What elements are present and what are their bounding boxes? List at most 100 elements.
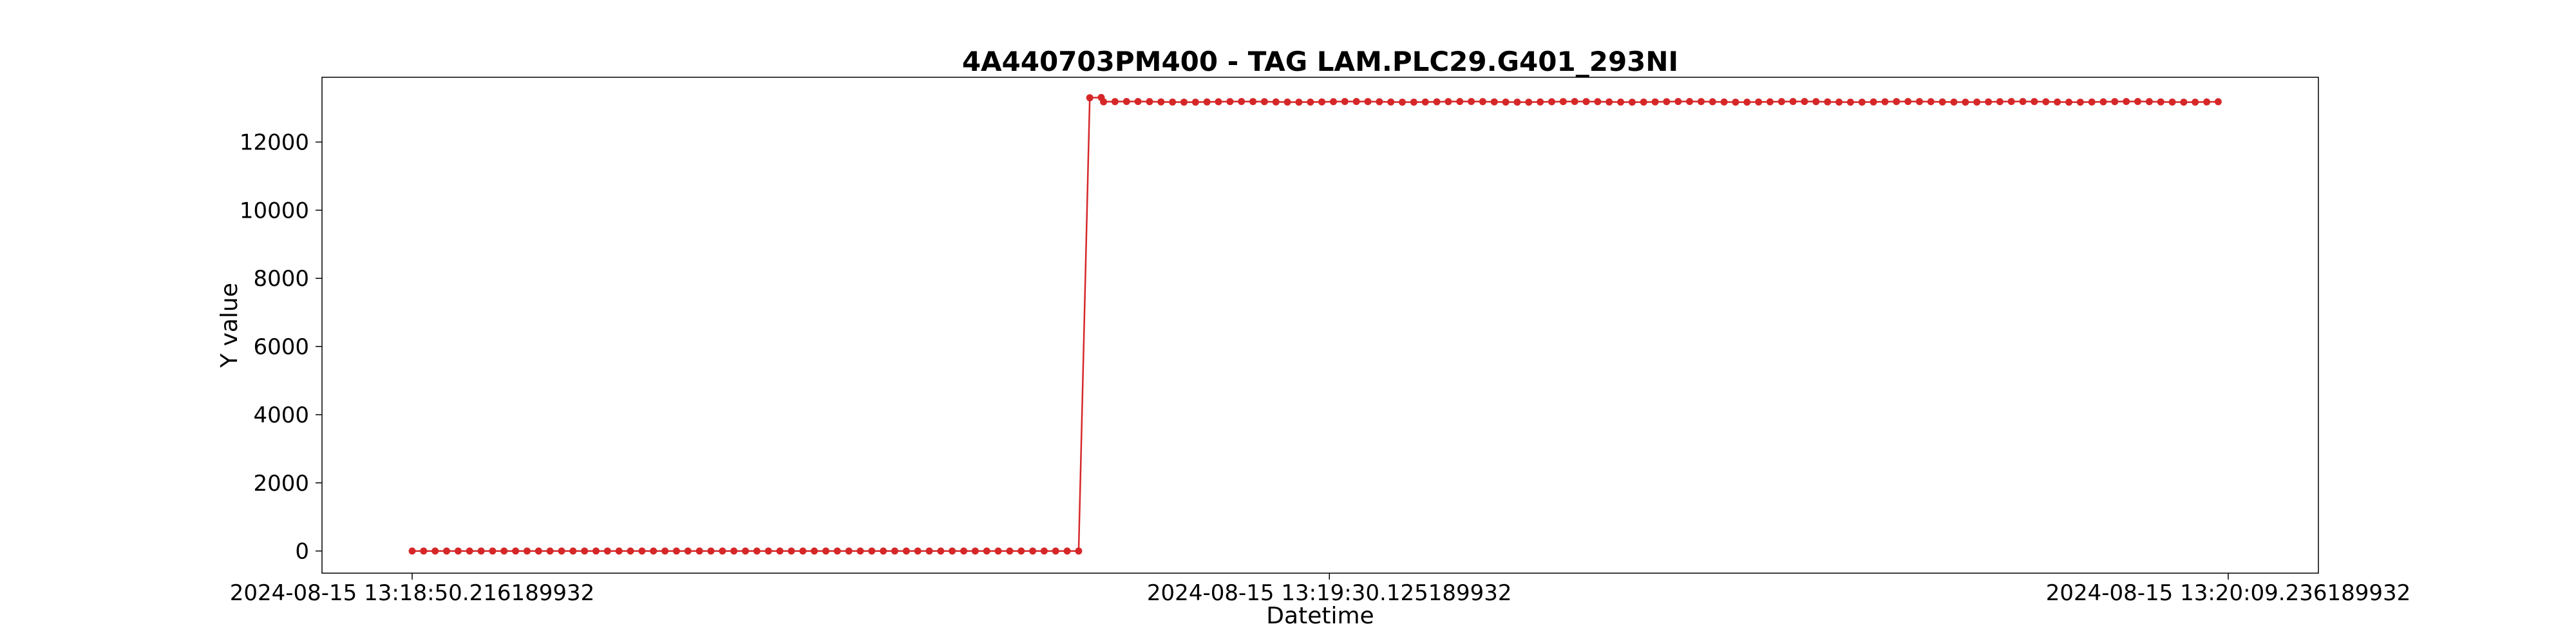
data-point bbox=[707, 547, 715, 555]
chart-title: 4A440703PM400 - TAG LAM.PLC29.G401_293NI bbox=[962, 46, 1678, 77]
data-point bbox=[1272, 98, 1280, 106]
data-point bbox=[937, 547, 945, 555]
data-point bbox=[1513, 99, 1521, 106]
data-point bbox=[1846, 99, 1854, 106]
data-point bbox=[1698, 98, 1705, 106]
plot-area-frame bbox=[321, 77, 2319, 574]
data-point bbox=[891, 547, 898, 555]
data-point bbox=[1904, 98, 1912, 106]
data-point bbox=[1950, 99, 1958, 106]
y-tick-label: 0 bbox=[295, 539, 309, 565]
data-point bbox=[1651, 98, 1659, 106]
data-point bbox=[1086, 94, 1094, 102]
data-point bbox=[1927, 98, 1935, 106]
data-point bbox=[857, 547, 864, 555]
data-point bbox=[661, 547, 669, 555]
data-point bbox=[2157, 98, 2164, 106]
data-point bbox=[1376, 98, 1383, 106]
data-point bbox=[1663, 98, 1671, 106]
data-point bbox=[2214, 98, 2222, 106]
data-point bbox=[822, 547, 829, 555]
data-point bbox=[1962, 99, 1969, 106]
data-point bbox=[1640, 99, 1647, 106]
data-point bbox=[925, 547, 933, 555]
data-point bbox=[1215, 98, 1222, 106]
data-point bbox=[477, 547, 485, 555]
data-point bbox=[1364, 98, 1372, 106]
data-point bbox=[420, 547, 428, 555]
data-point bbox=[1881, 98, 1889, 106]
series-path bbox=[412, 97, 2219, 552]
data-point bbox=[1260, 98, 1268, 106]
data-point bbox=[684, 547, 692, 555]
data-point bbox=[558, 547, 565, 555]
data-point bbox=[1594, 98, 1602, 106]
data-point bbox=[1100, 98, 1108, 106]
data-point bbox=[1468, 98, 1475, 106]
data-point bbox=[2065, 99, 2072, 106]
data-point bbox=[1686, 98, 1694, 106]
y-tick-label: 2000 bbox=[253, 471, 309, 497]
data-point bbox=[1628, 99, 1636, 106]
data-point bbox=[1283, 99, 1291, 106]
data-point bbox=[1122, 98, 1130, 106]
data-point bbox=[650, 547, 658, 555]
data-point bbox=[466, 547, 473, 555]
data-point bbox=[603, 547, 611, 555]
y-axis-label: Y value bbox=[216, 283, 243, 368]
data-point bbox=[1858, 99, 1866, 106]
data-point bbox=[960, 547, 967, 555]
data-point bbox=[512, 547, 520, 555]
data-point bbox=[914, 547, 922, 555]
data-point bbox=[1548, 98, 1555, 106]
data-point bbox=[1341, 98, 1349, 106]
data-point bbox=[1502, 99, 1510, 106]
x-tick-label: 2024-08-15 13:20:09.236189932 bbox=[2046, 580, 2411, 606]
data-point bbox=[811, 547, 818, 555]
data-point bbox=[592, 547, 600, 555]
y-tick-label: 10000 bbox=[240, 198, 309, 223]
data-point bbox=[1870, 98, 1877, 106]
data-point bbox=[489, 547, 497, 555]
data-point bbox=[1525, 99, 1533, 106]
data-point bbox=[1157, 98, 1165, 106]
data-point bbox=[1111, 98, 1119, 106]
data-point bbox=[1893, 98, 1900, 106]
y-tick-label: 12000 bbox=[240, 130, 309, 156]
data-point bbox=[1789, 98, 1797, 106]
x-axis-label: Datetime bbox=[1266, 603, 1374, 629]
data-point bbox=[2168, 99, 2176, 106]
data-point bbox=[1812, 98, 1820, 106]
data-point bbox=[1732, 99, 1739, 106]
data-point bbox=[1029, 547, 1037, 555]
data-point bbox=[753, 547, 761, 555]
data-point bbox=[2180, 99, 2188, 106]
data-point bbox=[546, 547, 554, 555]
data-point bbox=[1674, 98, 1682, 106]
data-point bbox=[1571, 98, 1578, 106]
data-point bbox=[1559, 98, 1567, 106]
data-point bbox=[1824, 98, 1832, 106]
data-point bbox=[1318, 98, 1326, 106]
data-point bbox=[1996, 98, 2003, 106]
data-point bbox=[1985, 98, 1993, 106]
data-point bbox=[2134, 98, 2141, 106]
data-point bbox=[1399, 99, 1406, 106]
data-point bbox=[2099, 98, 2107, 106]
data-point bbox=[983, 547, 990, 555]
data-point bbox=[845, 547, 853, 555]
x-tick-label: 2024-08-15 13:19:30.125189932 bbox=[1147, 580, 1512, 606]
data-point bbox=[1444, 98, 1452, 106]
data-point bbox=[1387, 98, 1395, 106]
data-point bbox=[1720, 98, 1728, 106]
data-point bbox=[1835, 99, 1843, 106]
data-point bbox=[1938, 98, 1946, 106]
data-point bbox=[627, 547, 634, 555]
data-point bbox=[2203, 98, 2211, 106]
data-point bbox=[1040, 547, 1048, 555]
data-point bbox=[2054, 98, 2061, 106]
x-tick-label: 2024-08-15 13:18:50.216189932 bbox=[230, 580, 595, 606]
data-point bbox=[1018, 547, 1025, 555]
data-point bbox=[1605, 98, 1613, 106]
data-point bbox=[764, 547, 772, 555]
